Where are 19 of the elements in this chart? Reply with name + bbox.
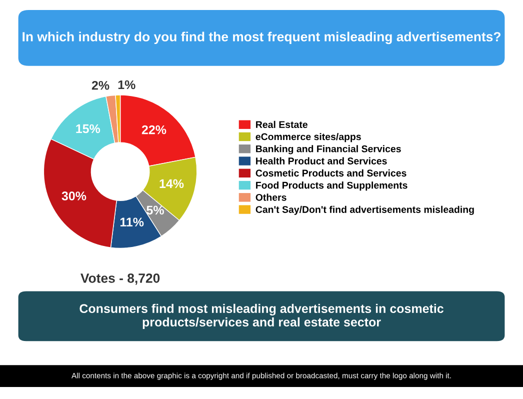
legend-label: Can't Say/Don't find advertisements misleading	[256, 206, 474, 215]
data-label: 30%	[62, 192, 86, 200]
legend-label: Real Estate	[256, 120, 308, 128]
data-label: 1%	[118, 80, 136, 90]
data-label: 14%	[160, 179, 184, 188]
legend-label: Banking and Financial Services	[256, 145, 401, 154]
legend-label: Cosmetic Products and Services	[256, 169, 406, 177]
legend-label: eCommerce sites/apps	[256, 133, 361, 142]
text: Consumers find most misleading advertisements in cosmetic products/services and real estate sector	[80, 304, 444, 329]
data-label: 15%	[76, 124, 100, 134]
data-label: 2%	[92, 80, 110, 90]
legend-label: Food Products and Supplements	[256, 182, 408, 191]
chart-title: In which industry do you find the most frequent misleading advertisements?	[22, 32, 500, 44]
legend-label: Health Product and Services	[256, 157, 387, 164]
data-label: 11%	[120, 218, 144, 226]
legend-label: Others	[256, 194, 286, 201]
text: Votes - 8,720	[80, 274, 160, 285]
data-label: 22%	[142, 125, 166, 134]
data-label: 5%	[146, 206, 164, 215]
